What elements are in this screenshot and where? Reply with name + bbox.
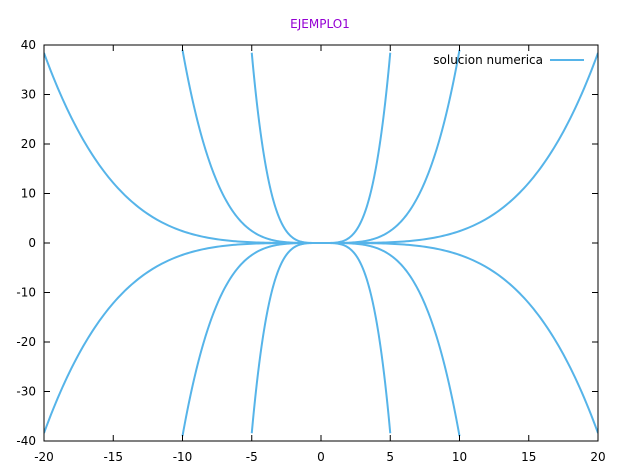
y-tick-label: -20 bbox=[16, 335, 36, 349]
x-tick-label: 0 bbox=[317, 450, 325, 464]
x-tick-labels: -20 -15 -10 -5 0 5 10 15 20 bbox=[34, 450, 605, 464]
series-curve bbox=[181, 242, 461, 437]
y-tick-labels: -40 -30 -20 -10 0 10 20 30 40 bbox=[16, 38, 36, 448]
x-tick-label: 5 bbox=[386, 450, 394, 464]
legend-label: solucion numerica bbox=[433, 53, 543, 67]
y-tick-label: -30 bbox=[16, 385, 36, 399]
y-tick-label: 10 bbox=[21, 187, 36, 201]
series-curve bbox=[181, 49, 461, 244]
y-tick-label: 20 bbox=[21, 137, 36, 151]
series-curve bbox=[250, 242, 392, 434]
series-curve bbox=[44, 242, 598, 434]
y-tick-label: 0 bbox=[28, 236, 36, 250]
y-tick-label: 30 bbox=[21, 88, 36, 102]
x-tick-label: 20 bbox=[590, 450, 605, 464]
y-tick-label: -10 bbox=[16, 286, 36, 300]
series-curve bbox=[44, 52, 598, 244]
x-tick-label: -15 bbox=[103, 450, 123, 464]
legend: solucion numerica bbox=[433, 53, 584, 67]
ticks-layer bbox=[43, 44, 599, 442]
chart-title: EJEMPLO1 bbox=[290, 17, 350, 31]
x-tick-label: -5 bbox=[246, 450, 258, 464]
x-tick-label: -20 bbox=[34, 450, 54, 464]
x-tick-label: 10 bbox=[452, 450, 467, 464]
y-tick-label: 40 bbox=[21, 38, 36, 52]
x-tick-label: -10 bbox=[173, 450, 193, 464]
x-tick-label: 15 bbox=[521, 450, 536, 464]
series-curve bbox=[250, 52, 392, 244]
y-tick-label: -40 bbox=[16, 434, 36, 448]
curves-layer bbox=[44, 49, 598, 437]
